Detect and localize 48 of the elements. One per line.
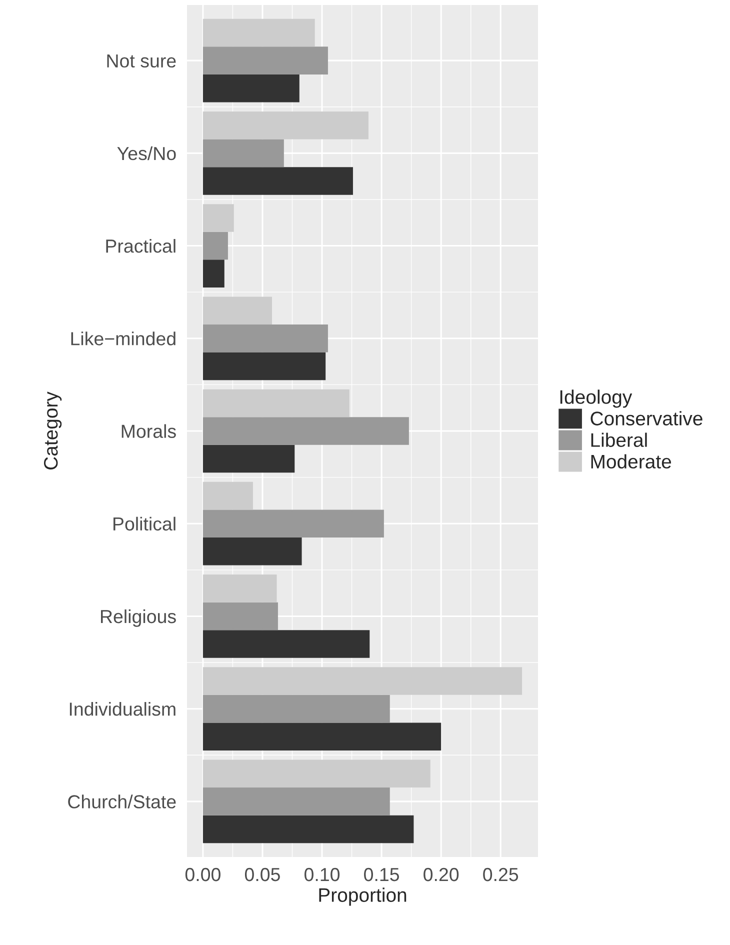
y-tick-label: Like−minded <box>71 332 176 346</box>
bar <box>202 417 409 445</box>
x-tick-label: 0.15 <box>364 868 400 882</box>
bar <box>202 510 384 538</box>
bar <box>202 482 253 510</box>
legend-title: Ideology <box>560 390 632 408</box>
bar <box>202 18 315 47</box>
legend-label: Conservative <box>590 411 702 426</box>
bar <box>202 74 300 102</box>
bar <box>202 46 328 74</box>
bar <box>202 324 328 352</box>
y-tick-label: Morals <box>122 424 176 438</box>
bar <box>202 602 278 630</box>
bar <box>202 760 430 788</box>
bar <box>202 694 390 723</box>
x-tick-label: 0.05 <box>244 868 280 882</box>
bar <box>202 232 228 260</box>
x-tick-label: 0.20 <box>424 868 459 882</box>
bar <box>202 815 414 844</box>
legend-label: Liberal <box>591 432 647 447</box>
bar <box>202 444 295 473</box>
y-tick-label: Individualism <box>70 702 176 716</box>
bar <box>202 167 353 195</box>
bar <box>202 667 522 695</box>
y-tick-label: Not sure <box>107 54 176 68</box>
bar <box>202 139 284 168</box>
bar <box>202 112 368 140</box>
y-axis-title: Category <box>44 392 62 470</box>
y-tick-label: Political <box>114 516 176 531</box>
bar <box>202 538 302 566</box>
y-tick-label: Yes/No <box>117 146 176 160</box>
x-tick-label: 0.10 <box>304 868 340 882</box>
x-axis-title: Proportion <box>319 888 406 906</box>
bar <box>202 630 370 658</box>
x-tick-label: 0.00 <box>185 868 220 882</box>
y-tick-label: Church/State <box>68 794 176 808</box>
bar <box>202 352 326 380</box>
bar <box>202 722 442 750</box>
y-tick-label: Practical <box>106 238 176 253</box>
bar <box>202 788 390 816</box>
y-tick-label: Religious <box>101 609 176 627</box>
bar <box>202 574 277 602</box>
legend-label: Moderate <box>591 454 672 469</box>
bar <box>202 260 224 288</box>
x-tick-label: 0.25 <box>483 868 518 882</box>
bar <box>202 296 272 324</box>
bar <box>202 389 350 418</box>
bar <box>202 204 234 232</box>
